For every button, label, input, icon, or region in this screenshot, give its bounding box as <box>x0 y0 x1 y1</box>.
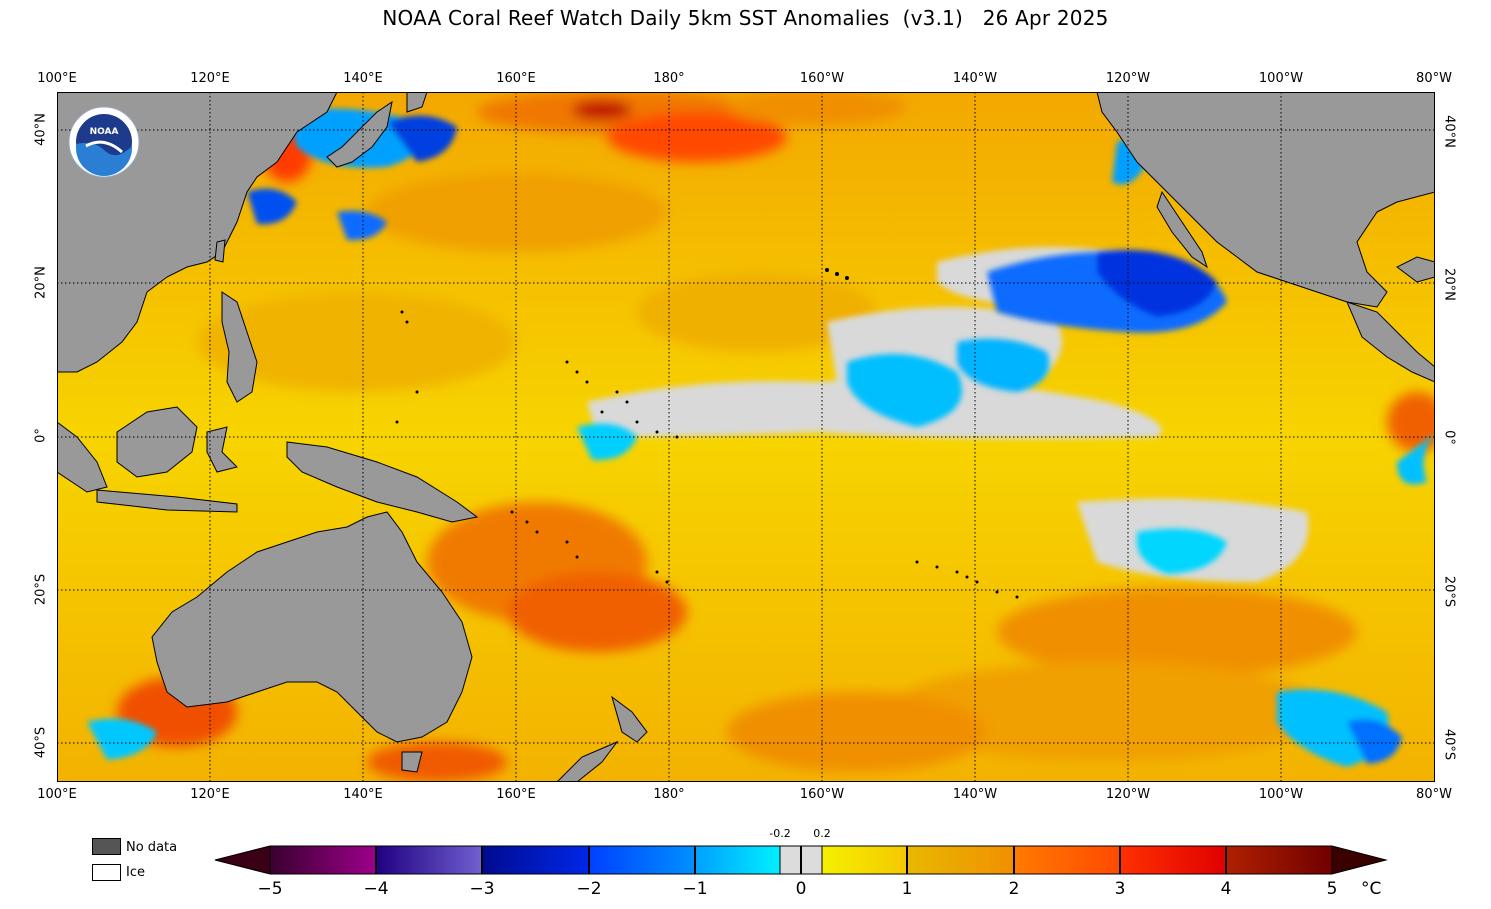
lon-label: 140°E <box>343 787 383 802</box>
lon-label: 180° <box>653 71 685 86</box>
lon-label: 160°E <box>496 787 536 802</box>
cool-anomaly-patches <box>87 108 1435 767</box>
central-america-land <box>1346 301 1435 383</box>
lon-label: 160°W <box>799 71 845 86</box>
lon-label: 180° <box>653 787 685 802</box>
north-america-land <box>1096 92 1435 308</box>
colorbar-tick-label: 3 <box>1114 879 1126 899</box>
lon-label: 120°E <box>190 787 230 802</box>
lon-label: 120°E <box>190 71 230 86</box>
new-zealand-land <box>611 695 648 743</box>
borneo-land <box>116 406 198 478</box>
ice-label: Ice <box>126 865 145 880</box>
colorbar-tick-label: 4 <box>1220 879 1232 899</box>
lat-label: 40°S <box>33 726 49 759</box>
colorbar-tick-label: −1 <box>682 879 708 899</box>
lon-label: 140°E <box>343 71 383 86</box>
lon-label: 100°E <box>37 71 77 86</box>
lon-label: 100°E <box>37 787 77 802</box>
sst-anomaly-map: NOAA <box>57 92 1435 782</box>
noaa-logo: NOAA <box>68 106 140 178</box>
colorbar-small-tick-label: -0.2 <box>769 827 791 840</box>
land-masses <box>57 92 1435 782</box>
colorbar-tick-label: −3 <box>469 879 495 899</box>
lon-label: 80°W <box>1416 787 1452 802</box>
lon-label: 140°W <box>952 787 998 802</box>
colorbar-max-arrow <box>1331 845 1388 875</box>
philippines-land <box>221 291 258 403</box>
lon-label: 100°W <box>1258 787 1304 802</box>
lon-label: 160°W <box>799 787 845 802</box>
graticule <box>57 92 1435 782</box>
lon-label: 100°W <box>1258 71 1304 86</box>
lat-label: 20°S <box>33 573 49 606</box>
colorbar <box>214 845 1388 875</box>
colorbar-unit: °C <box>1361 879 1382 899</box>
map-title: NOAA Coral Reef Watch Daily 5km SST Anom… <box>382 6 1109 30</box>
colorbar-tick-label: 5 <box>1326 879 1338 899</box>
no-data-swatch <box>92 838 121 855</box>
colorbar-tick-label: −5 <box>257 879 283 899</box>
colorbar-min-arrow <box>214 845 271 875</box>
lon-label: 160°E <box>496 71 536 86</box>
colorbar-tick-label: 0 <box>795 879 807 899</box>
new-guinea-land <box>286 441 479 523</box>
colorbar-tick-label: 1 <box>901 879 913 899</box>
no-data-label: No data <box>126 840 178 855</box>
ice-swatch <box>92 864 121 881</box>
colorbar-tick-label: −2 <box>576 879 602 899</box>
lat-label: 20°N <box>1441 268 1457 301</box>
lon-label: 80°W <box>1416 71 1452 86</box>
colorbar-small-tick-label: 0.2 <box>813 827 831 840</box>
lat-label: 20°N <box>33 266 49 299</box>
colorbar-tick-label: −4 <box>363 879 389 899</box>
australia-land <box>151 511 473 743</box>
lat-label: 0° <box>33 428 49 443</box>
lon-label: 120°W <box>1105 787 1151 802</box>
colorbar-tick-label: 2 <box>1008 879 1020 899</box>
lat-label: 40°N <box>1441 115 1457 148</box>
lat-label: 40°N <box>33 113 49 146</box>
lon-label: 120°W <box>1105 71 1151 86</box>
pacific-islands <box>395 268 1019 599</box>
noaa-logo-text: NOAA <box>90 127 119 137</box>
lon-label: 140°W <box>952 71 998 86</box>
lat-label: 40°S <box>1441 728 1457 761</box>
lat-label: 0° <box>1441 430 1457 445</box>
lat-label: 20°S <box>1441 575 1457 608</box>
japan-land <box>326 100 393 168</box>
